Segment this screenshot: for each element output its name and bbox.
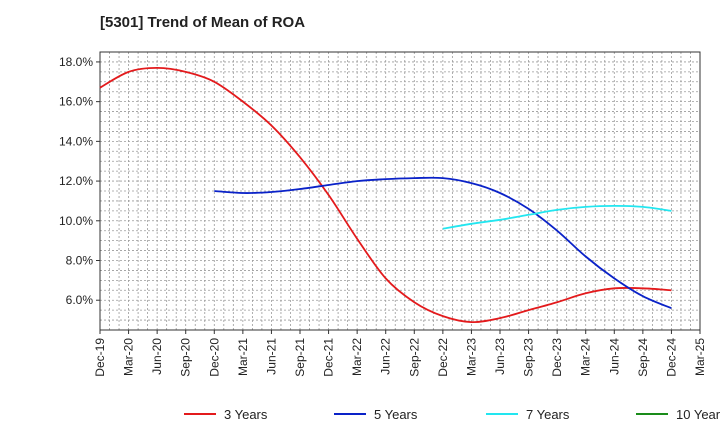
x-tick-label: Dec-21 (322, 338, 336, 377)
x-tick-label: Dec-20 (207, 338, 221, 377)
x-tick-label: Mar-20 (122, 338, 136, 376)
chart-title: [5301] Trend of Mean of ROA (100, 14, 306, 31)
x-tick-label: Mar-24 (579, 338, 593, 376)
x-tick-label: Jun-22 (379, 338, 393, 375)
x-tick-label: Sep-21 (293, 338, 307, 377)
legend-label: 7 Years (526, 407, 570, 422)
x-tick-label: Jun-20 (150, 338, 164, 375)
y-tick-label: 16.0% (59, 95, 93, 109)
x-tick-label: Dec-24 (664, 338, 678, 377)
y-tick-label: 12.0% (59, 174, 93, 188)
x-tick-label: Sep-20 (179, 338, 193, 377)
x-tick-label: Sep-23 (522, 338, 536, 377)
y-tick-label: 8.0% (66, 254, 94, 268)
x-tick-label: Jun-23 (493, 338, 507, 375)
y-tick-label: 14.0% (59, 134, 93, 148)
x-tick-label: Jun-21 (264, 338, 278, 375)
x-tick-label: Dec-23 (550, 338, 564, 377)
plot-frame (99, 51, 701, 331)
x-tick-label: Dec-22 (436, 338, 450, 377)
y-tick-label: 10.0% (59, 214, 93, 228)
x-tick-label: Mar-23 (464, 338, 478, 376)
x-tick-label: Sep-24 (636, 338, 650, 377)
legend-label: 10 Years (676, 407, 720, 422)
x-tick-label: Dec-19 (93, 338, 107, 377)
x-tick-label: Jun-24 (607, 338, 621, 375)
x-tick-label: Mar-25 (693, 338, 707, 376)
x-tick-label: Mar-21 (236, 338, 250, 376)
legend-label: 3 Years (224, 407, 268, 422)
x-tick-label: Sep-22 (407, 338, 421, 377)
series-line-7-years (442, 204, 672, 230)
y-tick-label: 6.0% (66, 293, 94, 307)
series-line-5-years (214, 176, 672, 310)
y-tick-label: 18.0% (59, 55, 93, 69)
legend-label: 5 Years (374, 407, 418, 422)
x-tick-label: Mar-22 (350, 338, 364, 376)
series-line-3-years (99, 66, 672, 324)
